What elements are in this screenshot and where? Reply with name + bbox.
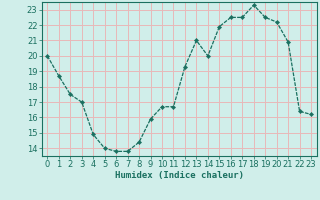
X-axis label: Humidex (Indice chaleur): Humidex (Indice chaleur) — [115, 171, 244, 180]
